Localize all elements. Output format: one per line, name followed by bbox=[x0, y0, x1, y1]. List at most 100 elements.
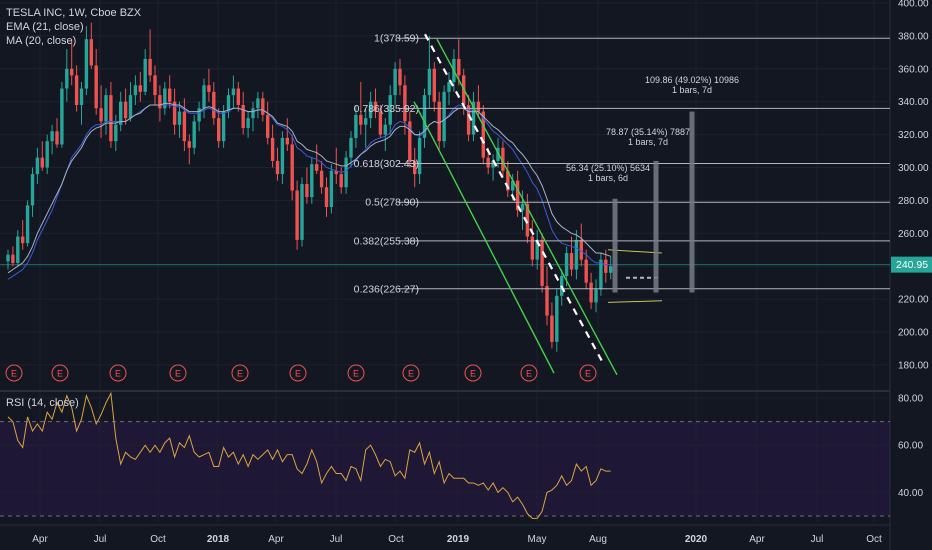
candle-body bbox=[89, 39, 93, 66]
last-price-value: 240.95 bbox=[896, 259, 928, 271]
candle-body bbox=[197, 108, 201, 122]
candle-body bbox=[579, 239, 583, 260]
candle-body bbox=[290, 144, 294, 191]
earnings-marker[interactable]: E bbox=[579, 364, 597, 382]
earnings-marker[interactable]: E bbox=[289, 364, 307, 382]
earnings-marker[interactable]: E bbox=[347, 364, 365, 382]
fib-level-label: 0.382(255.38) bbox=[354, 235, 419, 247]
time-tick-label: Aug bbox=[589, 534, 607, 545]
earnings-marker[interactable]: E bbox=[51, 364, 69, 382]
candle-body bbox=[84, 39, 89, 89]
price-tick-label: 260.00 bbox=[898, 229, 929, 240]
ma-legend[interactable]: MA (20, close) bbox=[6, 35, 77, 47]
candle-body bbox=[501, 147, 505, 171]
fib-level-label: 1(378.59) bbox=[374, 33, 419, 45]
candle-body bbox=[148, 58, 152, 76]
symbol-legend[interactable]: TESLA INC, 1W, Cboe BZX bbox=[6, 7, 142, 19]
earnings-marker[interactable]: E bbox=[109, 364, 127, 382]
candle-body bbox=[373, 101, 378, 112]
candle-body bbox=[413, 160, 417, 175]
candle-body bbox=[158, 95, 162, 109]
earnings-letter: E bbox=[11, 369, 17, 379]
time-tick-label: Jul bbox=[94, 534, 107, 545]
candle-body bbox=[515, 180, 520, 211]
earnings-marker[interactable]: E bbox=[464, 364, 482, 382]
measure-sublabel: 1 bars, 7d bbox=[628, 137, 668, 147]
measure-bar bbox=[612, 198, 618, 293]
measure-sublabel: 1 bars, 6d bbox=[588, 173, 628, 183]
ema-legend[interactable]: EMA (21, close) bbox=[6, 21, 84, 33]
earnings-marker[interactable]: E bbox=[402, 364, 420, 382]
earnings-marker[interactable]: E bbox=[520, 364, 538, 382]
earnings-marker[interactable]: E bbox=[5, 364, 23, 382]
price-tick-label: 380.00 bbox=[898, 31, 929, 42]
candle-body bbox=[207, 85, 211, 92]
earnings-letter: E bbox=[526, 369, 532, 379]
candle-body bbox=[437, 101, 441, 142]
candle-body bbox=[241, 104, 245, 129]
earnings-marker[interactable]: E bbox=[231, 364, 249, 382]
price-tick-label: 360.00 bbox=[898, 64, 929, 75]
price-tick-label: 280.00 bbox=[898, 196, 929, 207]
candle-body bbox=[354, 114, 358, 138]
candle-body bbox=[221, 111, 226, 142]
candle-body bbox=[555, 295, 559, 342]
candle-body bbox=[177, 111, 182, 125]
earnings-circle bbox=[579, 364, 597, 382]
candle-body bbox=[212, 91, 216, 119]
candle-body bbox=[104, 95, 108, 122]
time-tick-label: Apr bbox=[749, 534, 765, 545]
candle-body bbox=[123, 101, 128, 119]
candle-body bbox=[266, 114, 270, 138]
candle-body bbox=[393, 68, 397, 96]
candle-body bbox=[427, 68, 432, 96]
candle-body bbox=[305, 183, 309, 198]
candle-body bbox=[109, 95, 113, 142]
candle-body bbox=[520, 203, 525, 211]
triangle-lower-line bbox=[607, 300, 663, 303]
candle-body bbox=[344, 157, 348, 188]
candle-body bbox=[35, 157, 40, 175]
candle-body bbox=[275, 160, 280, 175]
earnings-circle bbox=[169, 364, 187, 382]
earnings-circle bbox=[520, 364, 538, 382]
measure-label: 78.87 (35.14%) 7887 bbox=[606, 127, 690, 137]
candle-body bbox=[584, 259, 588, 283]
candle-body bbox=[545, 285, 549, 316]
candle-body bbox=[442, 91, 446, 142]
candle-body bbox=[486, 157, 490, 168]
candle-body bbox=[256, 98, 260, 109]
candle-body bbox=[79, 88, 84, 105]
last-price-tag bbox=[891, 256, 932, 273]
candle-body bbox=[280, 137, 285, 175]
candle-body bbox=[422, 95, 427, 138]
time-tick-label: Apr bbox=[268, 534, 284, 545]
earnings-letter: E bbox=[353, 369, 359, 379]
earnings-circle bbox=[347, 364, 365, 382]
candle-body bbox=[55, 131, 59, 145]
candle-body bbox=[270, 137, 275, 161]
earnings-marker[interactable]: E bbox=[169, 364, 187, 382]
fib-level-label: 0.5(278.90) bbox=[365, 197, 419, 209]
candle-body bbox=[388, 95, 392, 125]
earnings-letter: E bbox=[585, 369, 591, 379]
candle-body bbox=[231, 88, 236, 96]
rsi-legend[interactable]: RSI (14, close) bbox=[6, 397, 79, 409]
earnings-circle bbox=[402, 364, 420, 382]
time-tick-label: Oct bbox=[866, 534, 882, 545]
earnings-letter: E bbox=[175, 369, 181, 379]
candle-body bbox=[378, 111, 383, 135]
candle-body bbox=[383, 124, 387, 135]
candle-body bbox=[476, 101, 481, 112]
rsi-tick-label: 40.00 bbox=[898, 488, 923, 499]
earnings-letter: E bbox=[115, 369, 121, 379]
candle-body bbox=[285, 137, 289, 145]
candle-body bbox=[138, 85, 142, 92]
candle-body bbox=[535, 239, 539, 260]
candle-body bbox=[187, 141, 191, 148]
candle-body bbox=[65, 68, 69, 89]
time-tick-label: 2019 bbox=[447, 534, 470, 545]
price-tick-label: 300.00 bbox=[898, 163, 929, 174]
candle-body bbox=[70, 68, 74, 76]
